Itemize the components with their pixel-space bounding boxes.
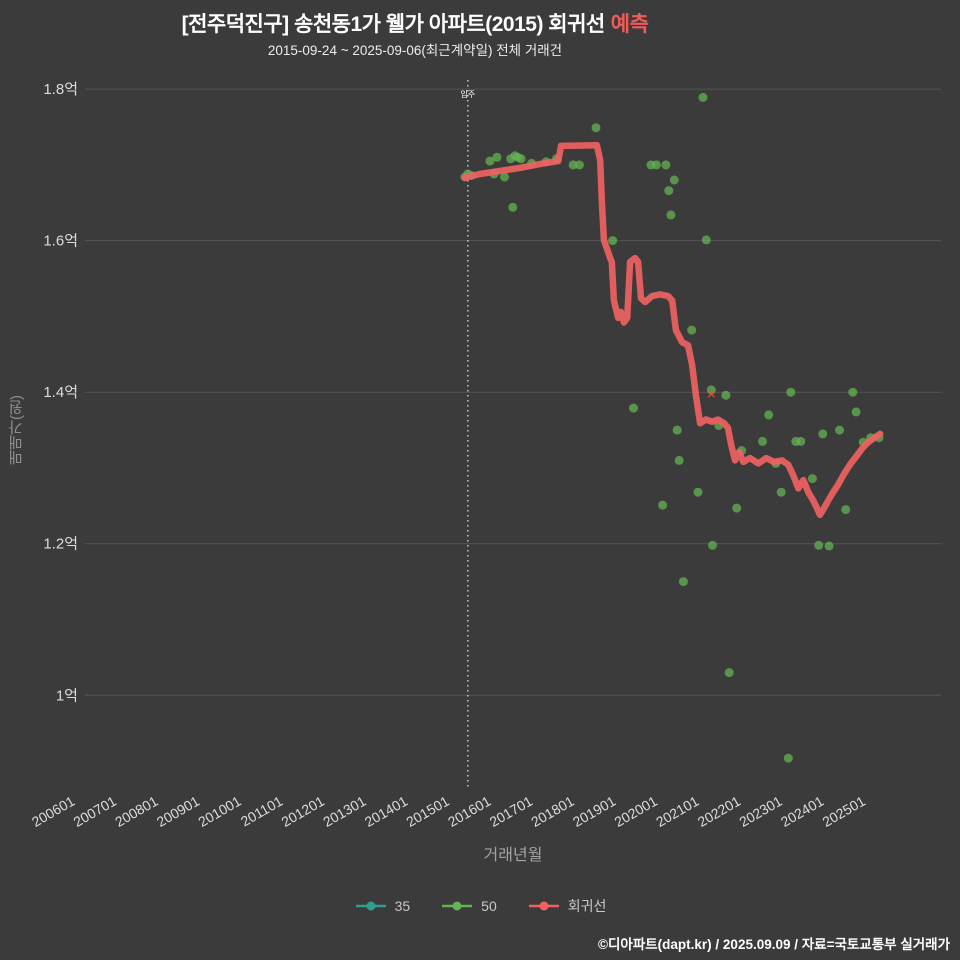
scatter-point-50[interactable] [701,235,711,245]
scatter-point-50[interactable] [708,540,717,550]
x-tick-label: 201101 [238,793,286,830]
legend-swatch-icon [528,901,559,911]
scatter-point-50[interactable] [591,123,601,133]
scatter-point-50[interactable] [500,172,509,182]
x-tick-label: 200701 [70,793,119,830]
page-title: [전주덕진구] 송천동1가 웰가 아파트(2015) 회귀선 예측 [0,8,830,38]
scatter-point-50[interactable] [508,202,518,212]
y-tick-label: 1.2억 [43,536,78,553]
scatter-point-50[interactable] [666,210,676,220]
x-tick-label: 202501 [820,793,869,830]
legend-label: 회귀선 [567,898,607,914]
scatter-point-50[interactable] [674,455,684,465]
scatter-point-50[interactable] [661,160,671,170]
x-tick-label: 200901 [154,793,203,830]
scatter-point-50[interactable] [724,668,734,678]
scatter-point-50[interactable] [776,487,786,497]
scatter-point-50[interactable] [485,156,495,166]
scatter-point-50[interactable] [492,152,502,162]
scatter-point-50[interactable] [851,407,861,417]
x-tick-label: 202201 [695,793,744,830]
move-in-label: 입주 [460,90,475,99]
scatter-point-50[interactable] [721,390,731,400]
y-axis-title: 매매가(원) [8,395,25,465]
footer-credit: ©디아파트(dapt.kr) / 2025.09.09 / 자료=국토교통부 실… [598,937,950,952]
scatter-point-50[interactable] [672,425,682,435]
x-tick-label: 200601 [29,793,78,830]
legend-item-35[interactable]: 35 [354,898,411,914]
x-tick-label: 202401 [778,793,827,830]
scatter-point-50[interactable] [764,410,774,420]
x-tick-label: 201401 [362,793,411,830]
legend-swatch-icon [442,901,473,911]
y-tick-label: 1억 [56,687,78,704]
scatter-point-50[interactable] [608,236,618,246]
x-tick-label: 201501 [403,793,452,830]
x-tick-label: 201301 [320,793,369,830]
x-tick-label: 202301 [736,793,785,830]
scatter-point-50[interactable] [516,154,526,164]
scatter-point-50[interactable] [574,160,584,170]
y-tick-label: 1.8억 [43,81,78,98]
scatter-point-50[interactable] [664,186,674,196]
x-tick-label: 202101 [653,793,702,830]
scatter-point-50[interactable] [706,385,716,395]
x-tick-label: 201701 [487,793,536,830]
x-tick-label: 201201 [279,793,328,830]
y-tick-label: 1.6억 [43,233,78,250]
x-tick-label: 201601 [445,793,494,830]
x-tick-label: 201901 [570,793,619,830]
scatter-point-50[interactable] [835,425,844,435]
x-tick-label: 201001 [195,793,244,830]
scatter-point-50[interactable] [568,160,578,170]
scatter-point-50[interactable] [814,540,824,550]
page-title-main: [전주덕진구] 송천동1가 웰가 아파트(2015) 회귀선 [181,13,606,36]
scatter-point-50[interactable] [658,500,668,510]
page-title-accent: 예측 [610,13,649,36]
scatter-point-50[interactable] [669,175,679,185]
scatter-point-50[interactable] [818,429,828,439]
scatter-point-50[interactable] [687,325,697,335]
legend-swatch-icon [355,901,386,911]
scatter-point-50[interactable] [678,577,688,587]
legend: 35 50 회귀선 [0,896,960,916]
y-tick-label: 1.4억 [43,384,78,401]
cancel-marker-x: ✕ [706,387,716,401]
scatter-point-50[interactable] [783,753,793,763]
legend-item-회귀선[interactable]: 회귀선 [527,896,607,916]
legend-item-50[interactable]: 50 [440,898,497,914]
scatter-point-50[interactable] [698,92,708,102]
x-tick-label: 200801 [112,793,161,830]
scatter-point-50[interactable] [758,436,767,446]
scatter-point-50[interactable] [848,387,858,397]
regression-line [461,141,884,519]
scatter-point-50[interactable] [693,487,703,497]
legend-label: 50 [481,898,497,914]
x-tick-label: 201801 [528,793,577,830]
scatter-point-50[interactable] [629,403,638,413]
scatter-point-50[interactable] [786,387,796,397]
scatter-point-50[interactable] [807,474,817,484]
page-subtitle: 2015-09-24 ~ 2025-09-06(최근계약일) 전체 거래건 [267,43,563,58]
x-tick-label: 202001 [611,793,660,830]
scatter-point-50[interactable] [732,503,742,513]
legend-label: 35 [394,898,411,914]
scatter-point-50[interactable] [824,541,834,551]
scatter-point-50[interactable] [796,436,806,446]
scatter-point-50[interactable] [651,160,661,170]
x-axis-title: 거래년월 [483,847,543,864]
scatter-point-50[interactable] [841,505,851,515]
